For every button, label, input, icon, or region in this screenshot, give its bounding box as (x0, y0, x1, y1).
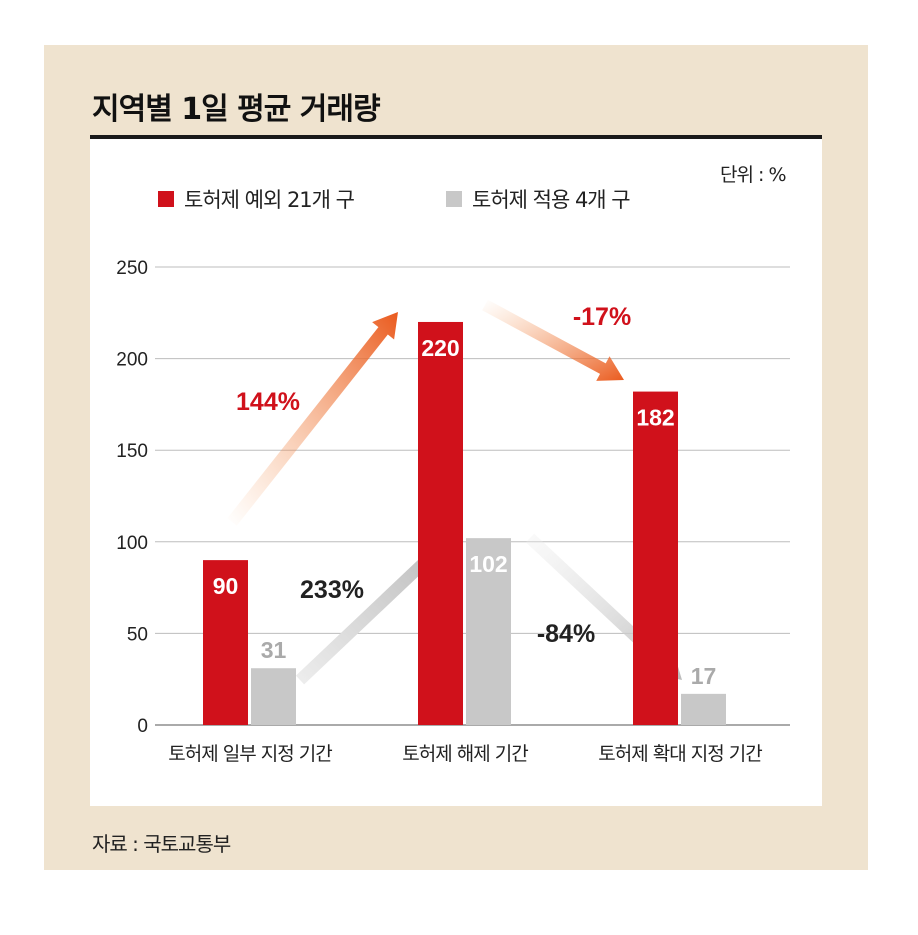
data-label: 17 (691, 663, 717, 689)
y-tick-label: 200 (116, 350, 148, 371)
y-tick-label: 100 (116, 533, 148, 554)
bar-exception (418, 321, 463, 725)
chart-title: 지역별 1일 평균 거래량 (92, 92, 381, 127)
bar-applied (681, 693, 726, 725)
bar-applied (466, 538, 511, 725)
data-label: 90 (213, 573, 239, 599)
bar-exception (633, 391, 678, 725)
trend-arrow (227, 312, 398, 526)
legend-item-exception: 토허제 예외 21개 구 (158, 184, 355, 214)
legend-swatch-red (158, 191, 174, 207)
y-tick-label: 150 (116, 441, 148, 462)
y-tick-label: 50 (127, 624, 148, 645)
source-note: 자료 : 국토교통부 (92, 832, 231, 856)
unit-label: 단위 : % (720, 164, 786, 186)
legend-label: 토허제 적용 4개 구 (472, 188, 631, 212)
data-label: 220 (421, 335, 459, 361)
title-divider (90, 135, 822, 139)
y-tick-label: 250 (116, 258, 148, 279)
data-label: 31 (261, 637, 287, 663)
change-annotation: 233% (300, 576, 364, 604)
x-tick-label: 토허제 해제 기간 (402, 743, 528, 765)
bar-applied (251, 668, 296, 725)
change-annotation: -17% (573, 303, 631, 331)
legend-label: 토허제 예외 21개 구 (184, 188, 355, 212)
data-label: 182 (636, 405, 674, 431)
legend-swatch-gray (446, 191, 462, 207)
x-tick-label: 토허제 일부 지정 기간 (168, 743, 332, 765)
y-tick-label: 0 (137, 716, 148, 737)
data-label: 102 (469, 551, 507, 577)
trend-arrow (295, 538, 450, 685)
change-annotation: -84% (537, 620, 595, 648)
trend-arrow (482, 299, 624, 381)
change-annotation: 144% (236, 388, 300, 416)
bar-exception (203, 560, 248, 725)
legend-item-applied: 토허제 적용 4개 구 (446, 184, 631, 214)
x-tick-label: 토허제 확대 지정 기간 (598, 743, 762, 765)
